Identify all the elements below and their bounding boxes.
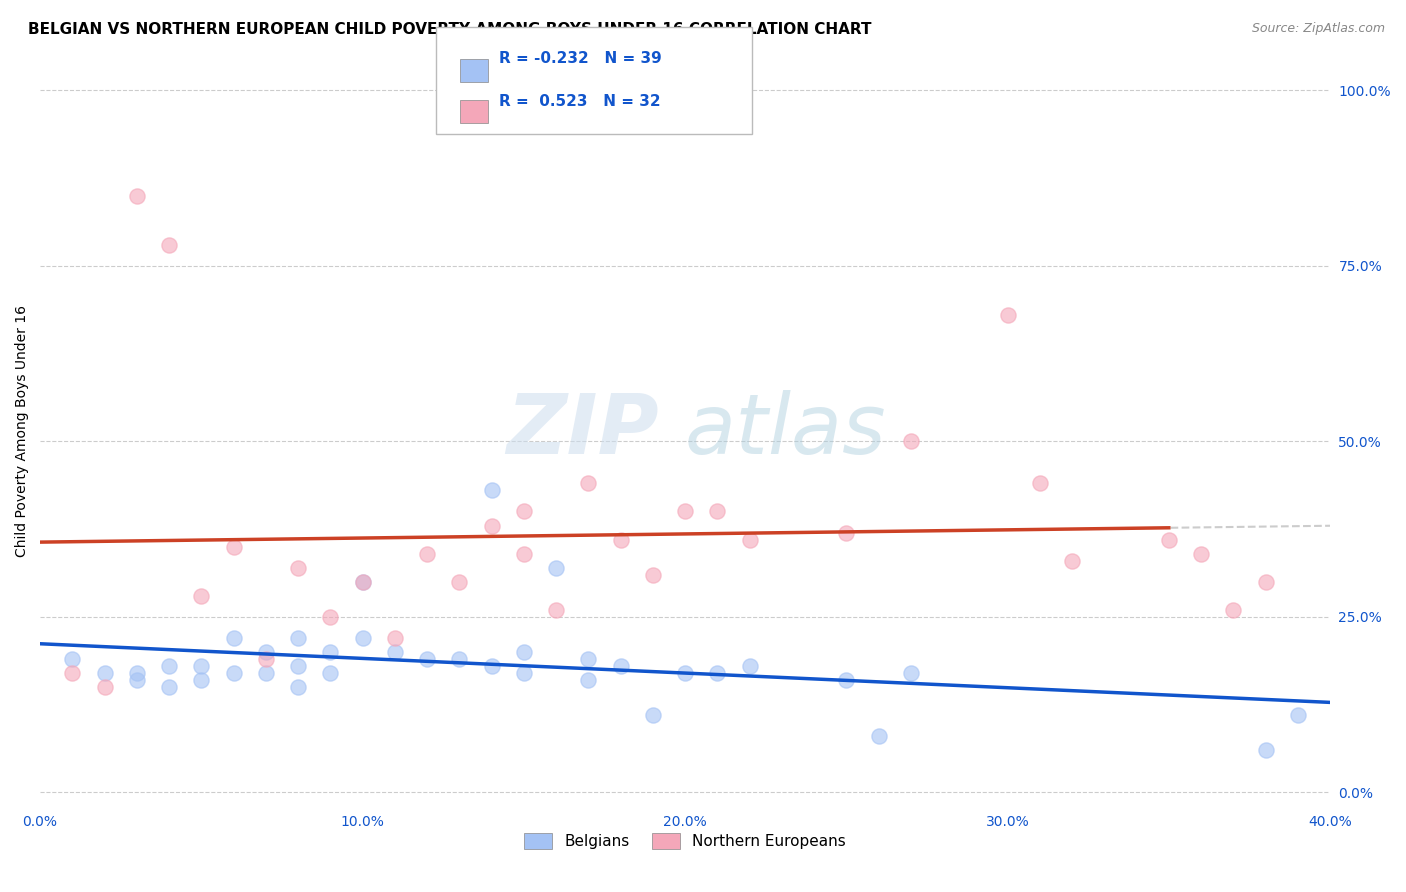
Point xyxy=(1222,603,1244,617)
Point xyxy=(352,574,374,589)
Point xyxy=(576,652,599,666)
Point xyxy=(576,673,599,687)
Point xyxy=(835,525,858,540)
Point xyxy=(287,631,309,645)
Point xyxy=(449,574,471,589)
Point xyxy=(157,237,180,252)
Point xyxy=(190,673,212,687)
Point xyxy=(738,659,761,673)
Point xyxy=(93,680,115,694)
Point xyxy=(835,673,858,687)
Point xyxy=(997,308,1019,322)
Legend: Belgians, Northern Europeans: Belgians, Northern Europeans xyxy=(519,827,852,855)
Text: atlas: atlas xyxy=(685,391,887,471)
Point xyxy=(287,560,309,574)
Point xyxy=(1254,743,1277,757)
Point xyxy=(416,547,439,561)
Point xyxy=(1060,554,1083,568)
Point xyxy=(222,665,245,680)
Point xyxy=(416,652,439,666)
Point xyxy=(125,673,148,687)
Point xyxy=(546,603,568,617)
Point xyxy=(1157,533,1180,547)
Point xyxy=(222,540,245,554)
Point xyxy=(125,188,148,202)
Point xyxy=(1286,708,1309,723)
Point xyxy=(254,665,277,680)
Point xyxy=(513,504,536,518)
Point xyxy=(287,659,309,673)
Point xyxy=(60,665,83,680)
Point xyxy=(222,631,245,645)
Text: R = -0.232   N = 39: R = -0.232 N = 39 xyxy=(499,51,662,66)
Point xyxy=(190,659,212,673)
Point xyxy=(706,665,728,680)
Point xyxy=(513,547,536,561)
Point xyxy=(1254,574,1277,589)
Point xyxy=(576,476,599,491)
Point xyxy=(449,652,471,666)
Point xyxy=(868,729,890,743)
Point xyxy=(352,574,374,589)
Point xyxy=(673,504,696,518)
Point xyxy=(900,665,922,680)
Point xyxy=(673,665,696,680)
Point xyxy=(287,680,309,694)
Point xyxy=(513,645,536,659)
Point xyxy=(609,533,631,547)
Point xyxy=(1189,547,1212,561)
Point xyxy=(738,533,761,547)
Point xyxy=(190,589,212,603)
Text: R =  0.523   N = 32: R = 0.523 N = 32 xyxy=(499,95,661,110)
Point xyxy=(546,560,568,574)
Point xyxy=(319,645,342,659)
Point xyxy=(157,680,180,694)
Text: Source: ZipAtlas.com: Source: ZipAtlas.com xyxy=(1251,22,1385,36)
Point xyxy=(60,652,83,666)
Point xyxy=(641,708,664,723)
Point xyxy=(93,665,115,680)
Point xyxy=(481,659,503,673)
Point xyxy=(254,645,277,659)
Point xyxy=(481,518,503,533)
Text: BELGIAN VS NORTHERN EUROPEAN CHILD POVERTY AMONG BOYS UNDER 16 CORRELATION CHART: BELGIAN VS NORTHERN EUROPEAN CHILD POVER… xyxy=(28,22,872,37)
Point xyxy=(319,665,342,680)
Point xyxy=(319,609,342,624)
Y-axis label: Child Poverty Among Boys Under 16: Child Poverty Among Boys Under 16 xyxy=(15,305,30,557)
Point xyxy=(706,504,728,518)
Point xyxy=(384,645,406,659)
Point xyxy=(1029,476,1052,491)
Text: ZIP: ZIP xyxy=(506,391,659,471)
Point xyxy=(609,659,631,673)
Point xyxy=(352,631,374,645)
Point xyxy=(125,665,148,680)
Point xyxy=(157,659,180,673)
Point xyxy=(900,434,922,449)
Point xyxy=(384,631,406,645)
Point xyxy=(641,567,664,582)
Point xyxy=(481,483,503,498)
Point xyxy=(254,652,277,666)
Point xyxy=(513,665,536,680)
